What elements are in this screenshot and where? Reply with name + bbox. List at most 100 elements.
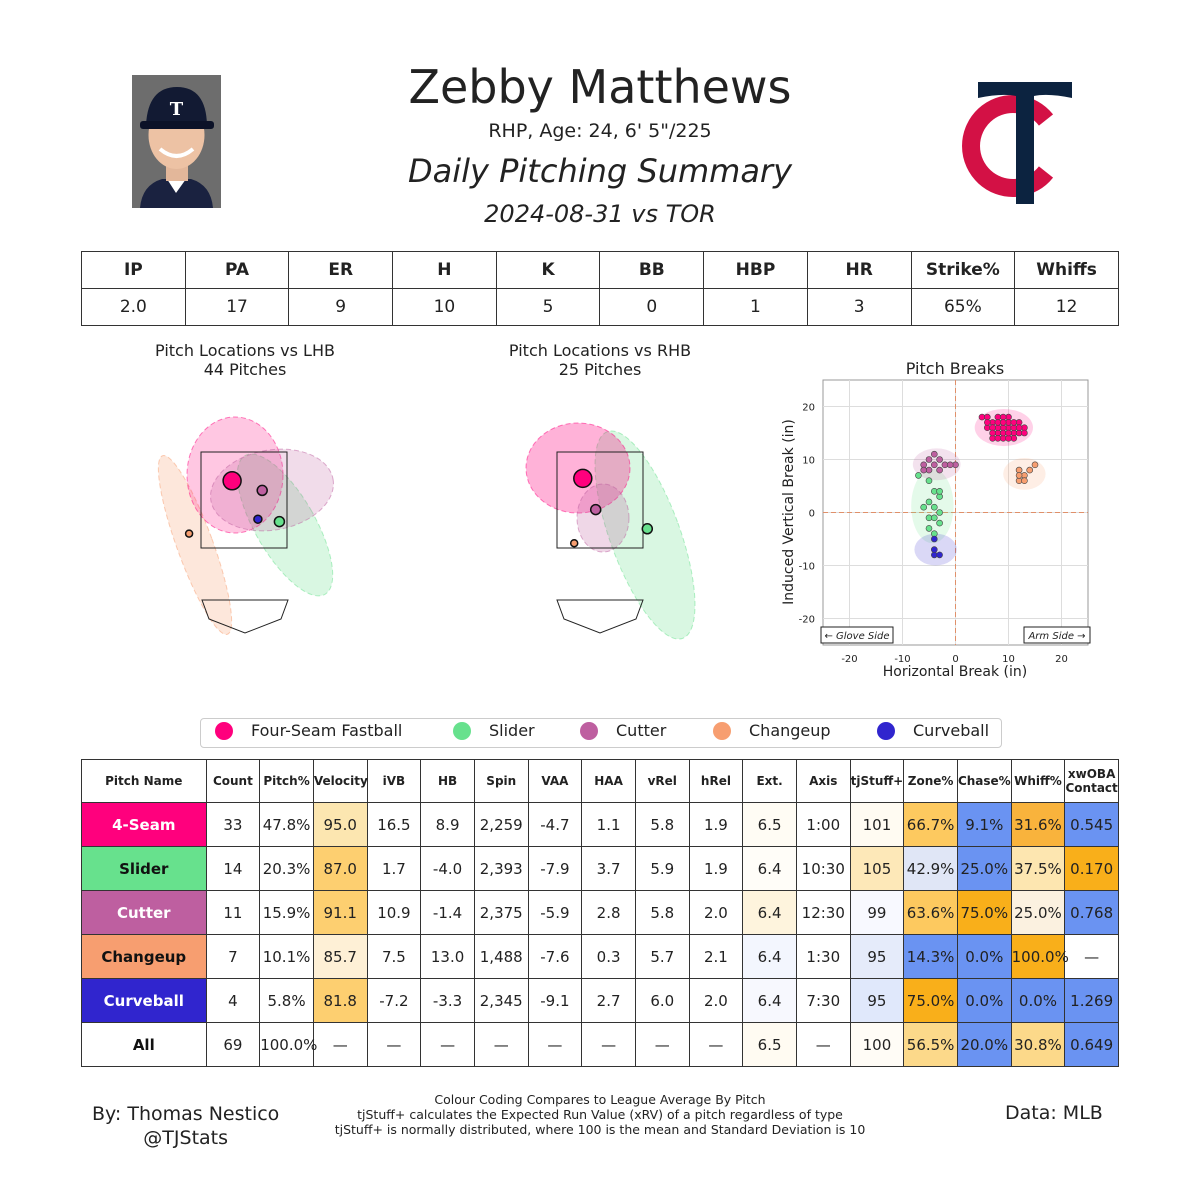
player-bio: RHP, Age: 24, 6' 5"/225	[488, 120, 712, 142]
pitch-table-cell: 0.3	[581, 934, 636, 979]
pitch-table-cell: 6.4	[742, 978, 797, 1023]
breaks-point	[931, 450, 938, 458]
breaks-point	[931, 546, 938, 553]
breaks-y-tick-label: 20	[802, 403, 815, 414]
breaks-y-axis-label: Induced Vertical Break (in)	[781, 419, 797, 605]
summary-value-strike-pct: 65%	[910, 288, 1016, 326]
pitch-name-cell: Slider	[81, 846, 207, 891]
pitch-table-cell: -9.1	[527, 978, 583, 1023]
pitch-table-cell: —	[1064, 934, 1119, 979]
summary-header-hbp: HBP	[703, 251, 808, 289]
pitch-table-cell: -4.0	[420, 846, 475, 891]
rhb-slider-ellipse	[594, 430, 696, 640]
breaks-point	[1005, 429, 1012, 437]
pitch-table-cell: 14	[205, 846, 261, 891]
breaks-point	[936, 456, 943, 463]
breaks-point	[925, 498, 933, 506]
summary-header-whiffs: Whiffs	[1014, 251, 1119, 289]
pitch-table-header-cell: VAA	[527, 759, 583, 803]
pitch-table-cell: 5.8%	[259, 978, 314, 1023]
breaks-point	[931, 503, 938, 511]
pitch-table-cell: —	[634, 1022, 690, 1067]
pitch-table-cell: 95.0	[312, 802, 368, 847]
legend-curveball-dot-icon	[877, 721, 895, 740]
glove-side-label: ← Glove Side	[824, 631, 889, 642]
pitch-table-cell: 100.0%	[259, 1022, 317, 1067]
breaks-point	[936, 551, 943, 559]
location-mean-point	[273, 515, 286, 528]
location-mean-point	[589, 503, 602, 516]
pitch-name-cell: 4-Seam	[81, 802, 207, 847]
pitch-table-header-cell: Velocity	[312, 759, 368, 803]
pitch-table-cell: 10:30	[795, 846, 851, 891]
player-name: Zebby Matthews	[408, 60, 792, 114]
pitch-table-cell: 66.7%	[903, 802, 958, 847]
table-row: Changeup 7 10.1% 85.7 7.5 13.0 1,488 -7.6 0.3 5.7…	[81, 934, 1119, 979]
arm-side-frame	[1023, 626, 1091, 644]
pitch-table-cell: 2,345	[473, 978, 529, 1023]
pitch-table-cell: 63.6%	[903, 890, 958, 935]
summary-value-pa: 17	[184, 288, 290, 326]
pitch-table-cell: 11	[205, 890, 261, 935]
pitch-table-cell: 1:30	[795, 934, 851, 979]
breaks-point	[946, 461, 954, 469]
legend-fastball-label: Four-Seam Fastball	[251, 721, 403, 740]
breaks-plot-title: Pitch Breaks	[905, 359, 1005, 378]
breaks-point	[920, 503, 927, 511]
legend-cutter-label: Cutter	[616, 721, 667, 740]
breaks-point	[931, 461, 938, 469]
breaks-point	[984, 419, 991, 426]
pitch-table-cell: 1.1	[581, 802, 636, 847]
arm-side-label: Arm Side →	[1027, 631, 1085, 642]
breaks-x-axis-label: Horizontal Break (in)	[883, 664, 1027, 680]
pitch-table-cell: 10.1%	[259, 934, 314, 979]
pitch-table-cell: 16.5	[366, 802, 422, 847]
breaks-y-tick-label: -20	[799, 615, 815, 626]
breaks-ticks: -20 -10 0 10 20 -20 -10 0 10 20	[799, 403, 1068, 666]
pitch-table-cell: 0.768	[1064, 890, 1119, 935]
legend-item-curveball: Curveball	[877, 721, 989, 740]
location-mean-point	[256, 484, 268, 497]
pitch-table-cell: 2.8	[581, 890, 636, 935]
breaks-point	[989, 429, 996, 437]
pitch-table-header-cell: xwOBA Contact	[1064, 759, 1119, 803]
location-mean-point	[253, 514, 263, 524]
pitch-table-header-cell: HAA	[581, 759, 636, 803]
summary-value-hbp: 1	[703, 288, 808, 326]
pitch-table-header-row: Pitch Name Count Pitch% Velocity iVB HB Spin VA…	[81, 759, 1119, 803]
breaks-point	[994, 434, 1002, 442]
footer-notes: Colour Coding Compares to League Average…	[280, 1092, 920, 1137]
pitch-table-cell: 7	[205, 934, 261, 979]
data-source: Data: MLB	[1005, 1102, 1103, 1124]
pitch-table-cell: 0.0%	[956, 978, 1012, 1023]
summary-value-er: 9	[288, 288, 394, 326]
rhb-plot-title-text: Pitch Locations vs RHB	[508, 341, 692, 360]
pitch-table-cell: —	[795, 1022, 851, 1067]
legend-curveball-label: Curveball	[913, 721, 990, 740]
lhb-location-plot	[157, 416, 334, 635]
breaks-point	[1021, 477, 1028, 484]
pitch-table-cell: 105	[849, 846, 905, 891]
summary-value-hr: 3	[806, 288, 912, 326]
author-name: By: Thomas Nestico	[92, 1103, 280, 1125]
pitch-table-cell: 2.0	[688, 978, 744, 1023]
pitch-table-cell: 2,393	[473, 846, 529, 891]
pitch-table-cell: —	[688, 1022, 744, 1067]
summary-header-h: H	[392, 251, 497, 289]
pitch-table-cell: -7.2	[366, 978, 422, 1023]
breaks-x-tick-label: 10	[1002, 654, 1015, 665]
pitch-table-cell: 0.0%	[956, 934, 1012, 979]
lhb-plot-title-text: Pitch Locations vs LHB	[155, 341, 335, 360]
breaks-points	[911, 408, 1046, 566]
svg-text:T: T	[170, 99, 184, 120]
pitch-table-cell: 14.3%	[903, 934, 958, 979]
pitch-table-cell: —	[473, 1022, 529, 1067]
twins-tc-logo-icon	[962, 82, 1072, 204]
pitch-table-header-cell: Zone%	[903, 759, 958, 803]
lhb-points	[184, 471, 286, 538]
pitch-legend: Four-Seam Fastball Slider Cutter Changeu…	[200, 718, 1002, 748]
breaks-x-tick-label: 0	[952, 654, 958, 665]
pitch-table-cell: 2.7	[581, 978, 636, 1023]
note-colour-coding: Colour Coding Compares to League Average…	[434, 1092, 766, 1107]
breaks-point	[925, 477, 933, 484]
